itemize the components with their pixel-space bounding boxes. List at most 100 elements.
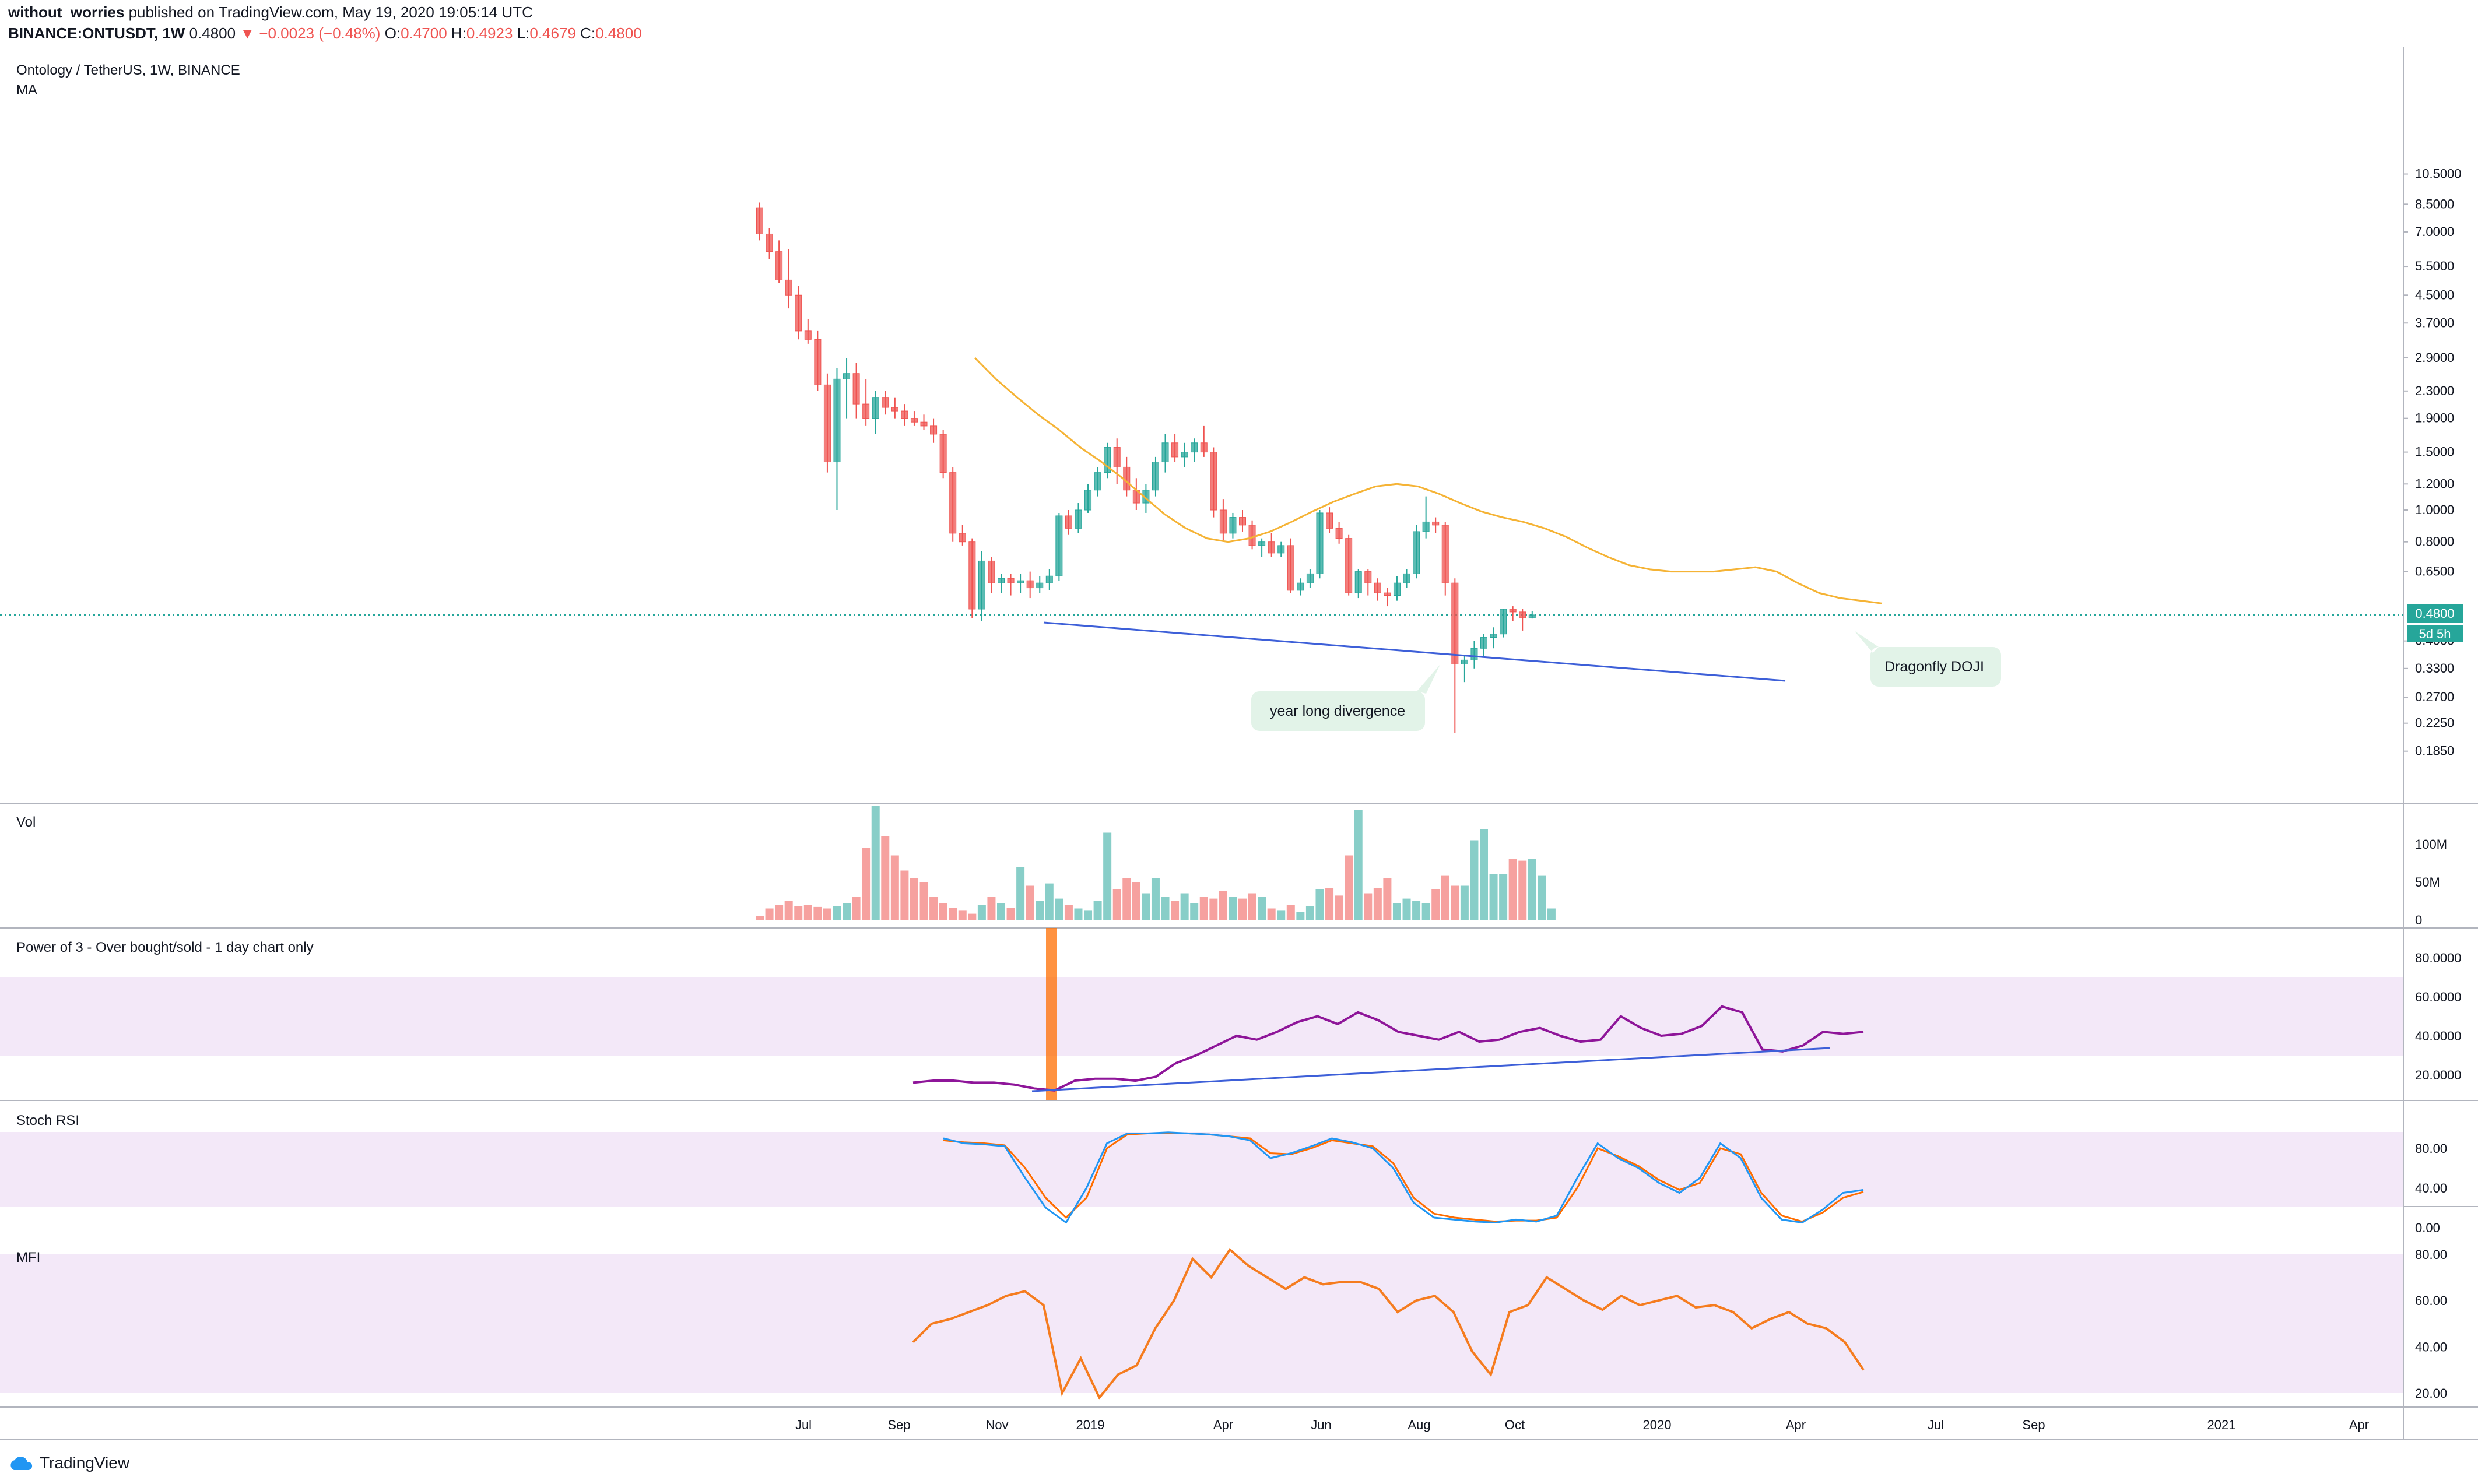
volume-bar [756, 916, 764, 920]
stoch-rsi-pane[interactable] [943, 1131, 1864, 1224]
candle [1432, 517, 1440, 533]
price-pane[interactable] [0, 202, 2403, 733]
price-tick-label: 0.2250 [2415, 716, 2454, 730]
candle [823, 373, 831, 473]
volume-bar [1219, 891, 1227, 920]
time-axis-label: Apr [1213, 1418, 1233, 1432]
candle [1480, 634, 1487, 656]
candle-body [882, 397, 889, 408]
volume-bar [1006, 908, 1015, 920]
publish-line: without_worries published on TradingView… [8, 3, 533, 22]
volume-bar [1354, 810, 1363, 920]
candle [959, 525, 966, 546]
candle [1413, 525, 1420, 579]
candle-body [891, 407, 898, 412]
candle [862, 379, 870, 426]
main-pane-title: Ontology / TetherUS, 1W, BINANCE [16, 62, 240, 78]
volume-tick-label: 50M [2415, 875, 2440, 889]
volume-bar [1142, 893, 1150, 920]
candle [1519, 609, 1526, 631]
candle-body [968, 541, 976, 610]
candle-body [1065, 515, 1072, 529]
candle [1268, 533, 1275, 557]
annotation-doji[interactable]: Dragonfly DOJI [1854, 631, 2001, 687]
stoch-k-line [943, 1131, 1864, 1224]
candle [1200, 425, 1208, 457]
candle-body [1104, 447, 1111, 473]
candle [910, 411, 918, 426]
candle [1045, 569, 1053, 590]
annotation-divergence-bubble [1251, 664, 1440, 731]
volume-bar [1238, 898, 1247, 920]
volume-bar [1151, 878, 1160, 920]
candle-body [1258, 541, 1266, 546]
tradingview-brand: TradingView [40, 1454, 130, 1472]
candle-body [1432, 521, 1440, 526]
price-tick-label: 1.9000 [2415, 411, 2454, 425]
volume-bar [890, 855, 899, 920]
candle [1393, 576, 1401, 601]
candle-body [1075, 509, 1082, 529]
candle [1075, 503, 1082, 533]
candle-body [775, 251, 783, 280]
candle [1065, 510, 1072, 535]
candle-body [1461, 659, 1468, 664]
volume-bar [1036, 901, 1044, 920]
ohlc-l-label: L: [517, 24, 530, 42]
candle [998, 574, 1005, 593]
candle [988, 557, 995, 593]
last-price-tag-bg [2407, 604, 2463, 623]
candle [1509, 606, 1517, 621]
time-axis-label: Apr [1786, 1418, 1806, 1432]
power-of-3-pane[interactable] [912, 928, 1864, 1100]
candle [930, 418, 938, 443]
volume-bar [1325, 888, 1334, 920]
candle-body [1509, 609, 1517, 613]
ma-label: MA [16, 82, 37, 98]
candle-body [1403, 573, 1410, 583]
time-axis-label: Apr [2349, 1418, 2369, 1432]
candle-body [766, 233, 773, 252]
time-axis-label: Oct [1505, 1418, 1525, 1432]
time-axis-label: 2021 [2207, 1418, 2236, 1432]
candle [1384, 588, 1391, 607]
candle-body [1045, 575, 1053, 583]
volume-bar [1538, 875, 1546, 920]
price-tick-label: 1.5000 [2415, 445, 2454, 459]
candle [1161, 434, 1169, 473]
price-tick-label: 2.3000 [2415, 384, 2454, 398]
volume-bar [929, 897, 938, 920]
candle-body [998, 578, 1005, 583]
tradingview-logo[interactable]: TradingView [8, 1454, 129, 1472]
time-axis-label: Jun [1311, 1418, 1331, 1432]
volume-pane[interactable] [756, 806, 1556, 920]
volume-bar [939, 903, 947, 920]
mfi-tick-label: 80.00 [2415, 1247, 2447, 1262]
candle-body [901, 410, 908, 419]
candle [920, 414, 928, 430]
candle [852, 363, 860, 419]
candle-body [756, 207, 763, 234]
volume-bar [1209, 898, 1218, 920]
indicator-bands [0, 977, 2403, 1393]
chart-header: without_worries published on TradingView… [0, 0, 2478, 47]
price-trendline [1043, 621, 1786, 682]
price-tick-label: 3.7000 [2415, 315, 2454, 330]
last-price-tag: 0.4800 5d 5h [2407, 604, 2463, 642]
volume-bar [1451, 885, 1459, 920]
time-axis-label: Sep [2022, 1418, 2045, 1432]
candle-body [795, 294, 802, 332]
price-tick-label: 10.5000 [2415, 167, 2462, 181]
candle [1326, 507, 1333, 533]
annotation-divergence[interactable]: year long divergence [1251, 664, 1440, 731]
volume-bar [919, 882, 928, 920]
candle-body [1200, 442, 1208, 453]
author-name[interactable]: without_worries [8, 3, 125, 21]
candle-body [785, 279, 792, 296]
mfi-pane[interactable] [912, 1247, 1865, 1400]
candle-body [1441, 525, 1449, 583]
candle [1026, 571, 1034, 599]
mfi-tick-label: 60.00 [2415, 1293, 2447, 1308]
volume-bar [1528, 859, 1536, 920]
